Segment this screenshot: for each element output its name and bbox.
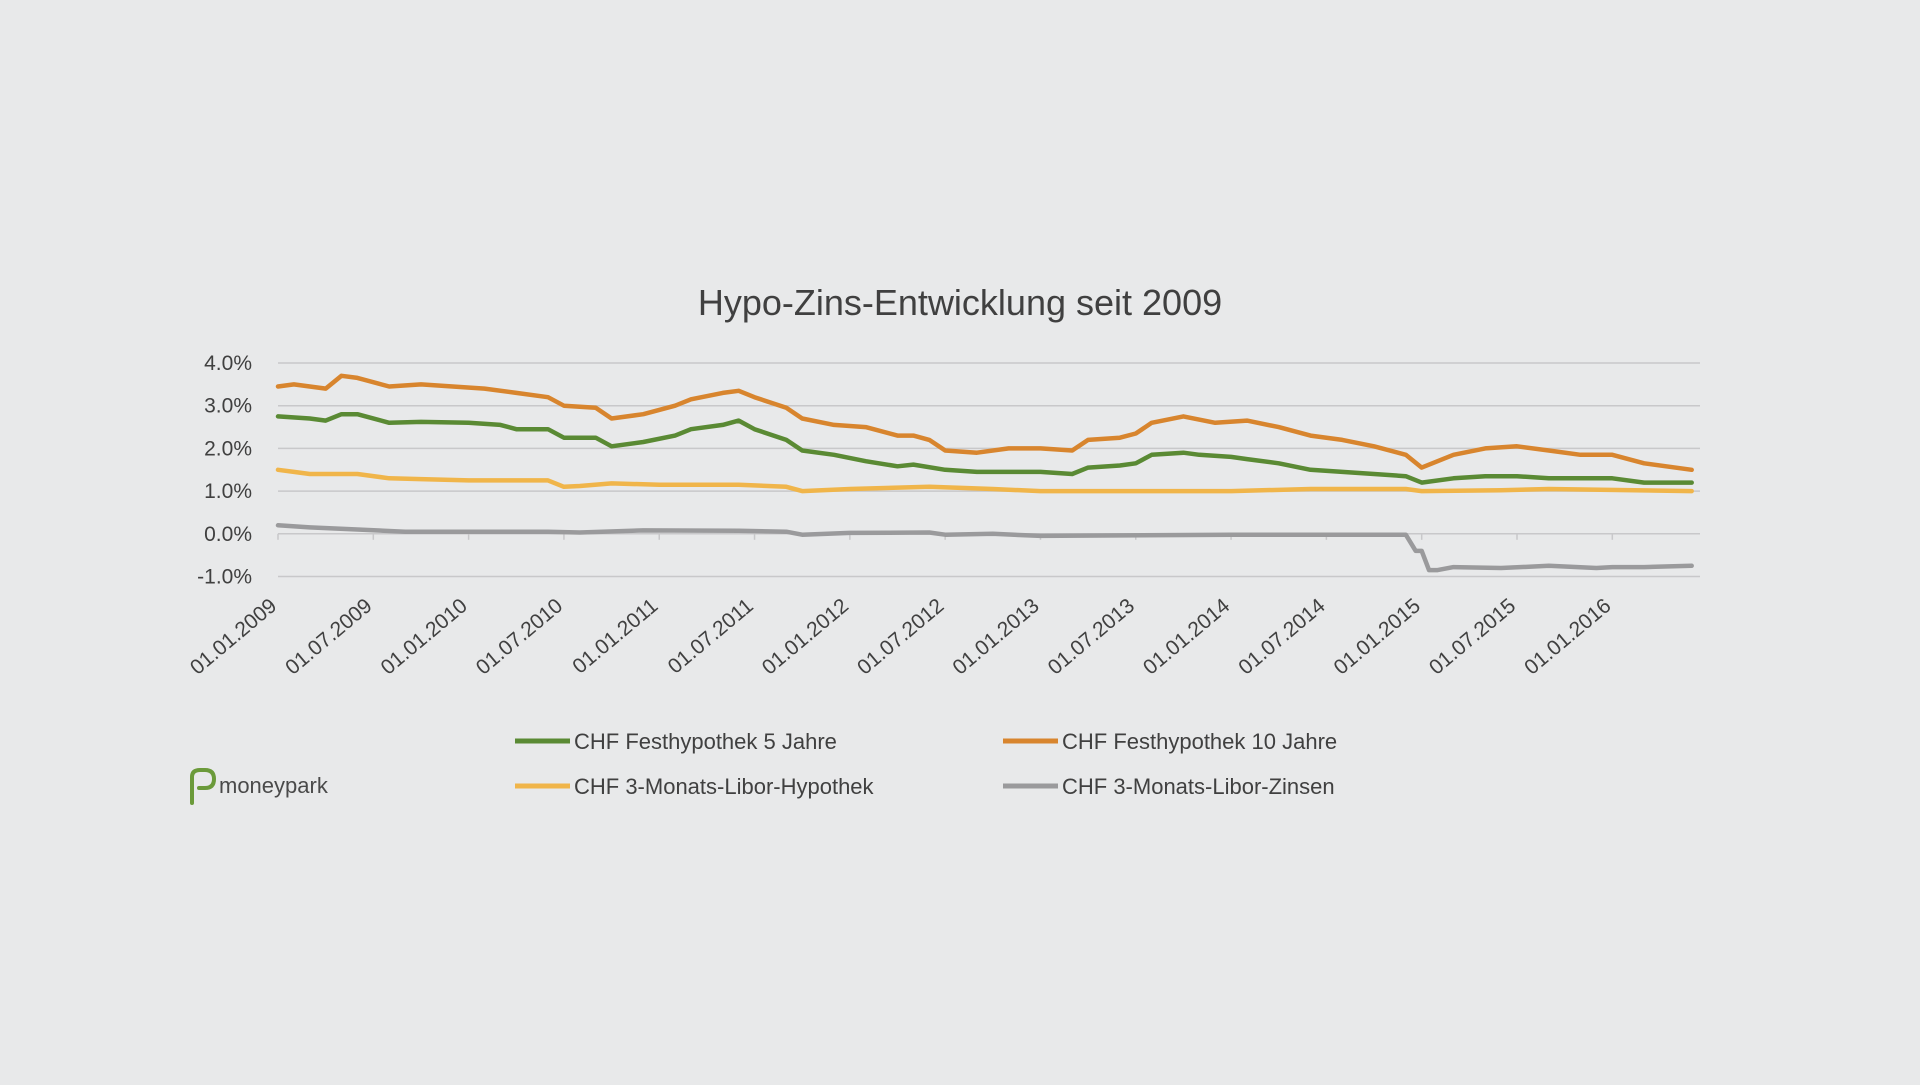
series-line-chf-3-monats-libor-zinsen <box>275 523 1694 573</box>
y-axis-ticks: 4.0% 3.0% 2.0% 1.0% 0.0% -1.0% <box>197 352 252 589</box>
moneypark-logo-text: moneypark <box>219 773 329 798</box>
x-tick-label: 01.07.2014 <box>1234 594 1330 679</box>
x-tick-label: 01.01.2013 <box>948 594 1043 679</box>
legend-label: CHF Festhypothek 10 Jahre <box>1062 729 1337 754</box>
x-tick-label: 01.01.2016 <box>1520 594 1615 679</box>
x-tick-label: 01.07.2012 <box>853 594 948 679</box>
series-lines <box>275 373 1694 573</box>
y-tick-label: 4.0% <box>204 352 252 375</box>
x-tick-label: 01.07.2009 <box>281 594 376 679</box>
x-tick-label: 01.01.2014 <box>1139 594 1235 679</box>
y-tick-label: 2.0% <box>204 437 252 460</box>
chart-title: Hypo-Zins-Entwicklung seit 2009 <box>698 282 1222 323</box>
x-tick-label: 01.01.2011 <box>568 594 662 678</box>
moneypark-logo-icon <box>190 768 217 805</box>
series-line-chf-festhypothek-10-jahre <box>275 373 1694 473</box>
x-tick-label: 01.01.2015 <box>1330 594 1425 679</box>
x-tick-label: 01.07.2010 <box>472 594 567 679</box>
moneypark-logo: moneypark <box>190 768 329 805</box>
x-tick-label: 01.01.2010 <box>377 594 472 679</box>
legend-label: CHF 3-Monats-Libor-Hypothek <box>574 774 875 799</box>
x-axis-ticks: 01.01.2009 01.07.2009 01.01.2010 01.07.2010… <box>186 533 1616 679</box>
chart-legend: CHF Festhypothek 5 Jahre CHF Festhypothek… <box>515 729 1337 799</box>
x-tick-label: 01.07.2011 <box>664 594 758 678</box>
series-line-chf-3-monats-libor-hypothek <box>275 467 1694 494</box>
x-tick-label: 01.07.2015 <box>1425 594 1520 679</box>
x-tick-label: 01.01.2012 <box>758 594 853 679</box>
legend-label: CHF 3-Monats-Libor-Zinsen <box>1062 774 1335 799</box>
series-line-chf-festhypothek-5-jahre <box>275 411 1694 485</box>
y-tick-label: 0.0% <box>204 523 252 546</box>
legend-label: CHF Festhypothek 5 Jahre <box>574 729 837 754</box>
y-tick-label: 3.0% <box>204 395 252 418</box>
x-tick-label: 01.01.2009 <box>186 594 281 679</box>
x-tick-label: 01.07.2013 <box>1044 594 1139 679</box>
y-tick-label: 1.0% <box>204 480 252 503</box>
y-tick-label: -1.0% <box>197 566 252 589</box>
